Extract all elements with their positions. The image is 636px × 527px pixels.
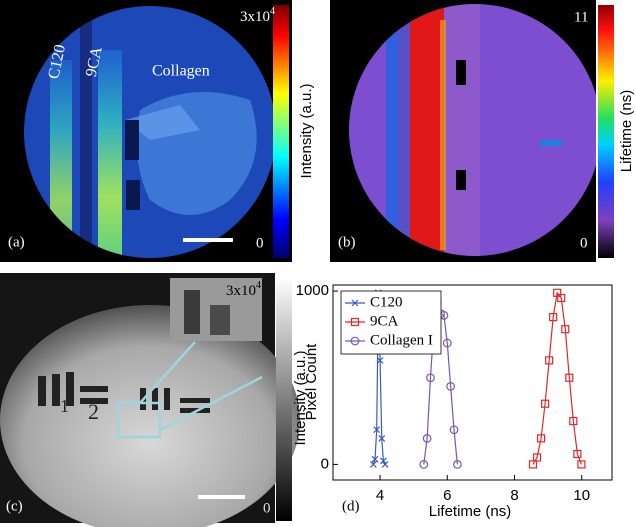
x-tick-label: 4 xyxy=(376,487,384,504)
x-tick-label: 8 xyxy=(510,487,518,504)
y-tick-label: 1000 xyxy=(296,282,329,299)
marker xyxy=(379,457,387,465)
marker xyxy=(532,453,542,462)
marker xyxy=(351,299,359,307)
lifetime-image xyxy=(349,4,596,256)
series-line xyxy=(532,291,582,465)
colorbar-label: Intensity (a.u.) xyxy=(298,83,315,178)
panel-label: (d) xyxy=(342,498,360,514)
colorbar-min: 0 xyxy=(256,235,264,251)
marker xyxy=(569,416,578,426)
marker xyxy=(378,434,386,442)
marker xyxy=(426,373,435,383)
annotation: Collagen xyxy=(152,63,210,80)
annotation: C120 xyxy=(45,43,69,80)
legend-label: C120 xyxy=(370,294,403,310)
y-axis-label: Pixel Count xyxy=(303,343,320,421)
inset-feature xyxy=(210,305,230,335)
marker xyxy=(442,338,452,348)
legend-label: 9CA xyxy=(370,313,399,329)
target-digit: 2 xyxy=(88,399,99,424)
panel-d: Pixel Count Lifetime (ns) (d) 4 6 8 10 0 1000… xyxy=(296,282,613,520)
marker xyxy=(369,460,377,468)
colorbar xyxy=(276,277,292,521)
marker xyxy=(541,399,550,408)
marker xyxy=(545,356,554,365)
intensity-image xyxy=(24,6,276,258)
colorbar-max-exp: 4 xyxy=(270,6,275,17)
marker xyxy=(536,434,546,443)
marker xyxy=(449,425,459,435)
marker xyxy=(381,460,389,468)
panel-c: 1 2 3x104 0 Intensity (a.u.) (c) xyxy=(0,273,309,527)
marker xyxy=(419,460,429,469)
marker xyxy=(446,382,456,391)
colorbar-min: 0 xyxy=(580,235,588,251)
colorbar-max-base: 3x10 xyxy=(240,9,270,25)
colorbar-max-base: 3x10 xyxy=(226,283,256,299)
panel-label: (b) xyxy=(338,234,356,250)
colorbar xyxy=(598,5,614,258)
panel-label: (a) xyxy=(8,234,25,250)
panel-a: 3x104 0 Intensity (a.u.) C120 9CA Collag… xyxy=(0,0,315,262)
marker xyxy=(452,460,462,469)
colorbar-max: 11 xyxy=(574,9,588,25)
marker xyxy=(565,373,574,382)
marker xyxy=(376,356,384,364)
colorbar-label: Intensity (a.u.) xyxy=(292,350,309,445)
colorbar-max-exp: 4 xyxy=(256,280,261,291)
marker xyxy=(350,336,360,346)
zoom-line xyxy=(159,375,263,432)
marker xyxy=(373,426,381,434)
marker xyxy=(557,293,566,303)
legend-label: Collagen I xyxy=(370,332,433,348)
colorbar-max: 3x104 xyxy=(240,6,275,25)
zoom-line xyxy=(139,341,196,404)
marker xyxy=(577,460,586,469)
panel-b: 11 0 Lifetime (ns) (b) xyxy=(330,0,635,262)
marker xyxy=(350,317,360,327)
colorbar-label: Lifetime (ns) xyxy=(618,90,635,173)
inset-feature xyxy=(184,290,200,334)
colorbar xyxy=(273,5,289,258)
annotation: 9CA xyxy=(83,45,106,79)
marker xyxy=(573,449,582,459)
x-axis-label: Lifetime (ns) xyxy=(429,503,512,520)
marker xyxy=(422,434,432,443)
x-tick-label: 10 xyxy=(573,487,590,504)
zoom-box xyxy=(116,401,162,439)
marker xyxy=(549,312,558,322)
target-image xyxy=(0,305,300,527)
y-tick-label: 0 xyxy=(321,455,329,472)
panel-label: (c) xyxy=(6,498,23,514)
marker xyxy=(371,455,379,463)
colorbar-min: 0 xyxy=(263,500,271,516)
marker xyxy=(561,325,570,334)
x-tick-label: 6 xyxy=(443,487,451,504)
colorbar-max: 3x104 xyxy=(226,280,261,299)
target-digit: 1 xyxy=(60,396,69,416)
